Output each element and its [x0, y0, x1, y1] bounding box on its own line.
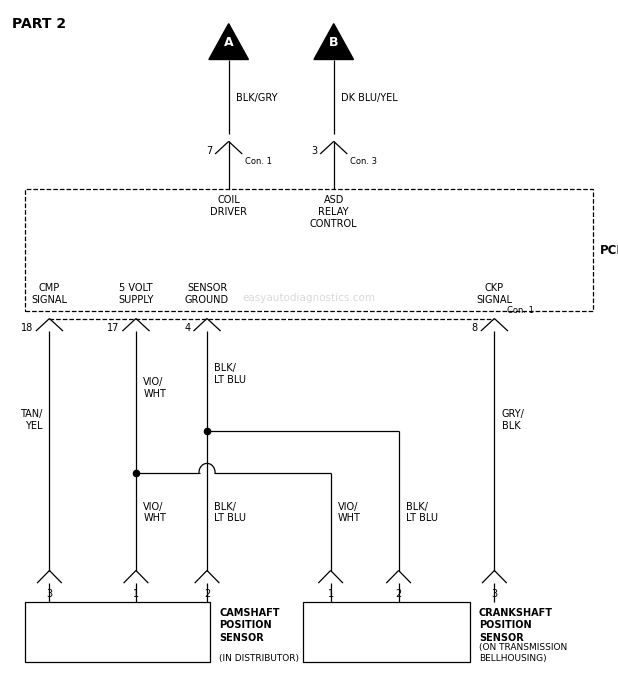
- Text: CRANKSHAFT
POSITION
SENSOR: CRANKSHAFT POSITION SENSOR: [479, 608, 553, 643]
- Text: CMP
SIGNAL: CMP SIGNAL: [32, 283, 67, 305]
- Text: GRY/
BLK: GRY/ BLK: [502, 410, 525, 430]
- Text: COIL
DRIVER: COIL DRIVER: [210, 195, 247, 217]
- Text: SENSOR
GROUND: SENSOR GROUND: [185, 283, 229, 305]
- Text: (ON TRANSMISSION
BELLHOUSING): (ON TRANSMISSION BELLHOUSING): [479, 643, 567, 663]
- Text: 3: 3: [491, 589, 497, 598]
- Text: TAN/
YEL: TAN/ YEL: [20, 410, 42, 430]
- Text: 7: 7: [206, 146, 212, 155]
- Text: VIO/
WHT: VIO/ WHT: [143, 502, 166, 523]
- Text: CAMSHAFT
POSITION
SENSOR: CAMSHAFT POSITION SENSOR: [219, 608, 280, 643]
- Polygon shape: [314, 24, 353, 60]
- Text: BLK/GRY: BLK/GRY: [236, 93, 277, 103]
- Text: 3: 3: [46, 589, 53, 598]
- Bar: [25, 189, 593, 312]
- Text: 1: 1: [133, 589, 139, 598]
- Polygon shape: [209, 24, 248, 60]
- Text: 18: 18: [20, 323, 33, 332]
- Text: BLK/
LT BLU: BLK/ LT BLU: [406, 502, 438, 523]
- Text: (IN DISTRIBUTOR): (IN DISTRIBUTOR): [219, 654, 299, 663]
- Text: B: B: [329, 36, 339, 49]
- Text: VIO/
WHT: VIO/ WHT: [338, 502, 361, 523]
- Text: BLK/
LT BLU: BLK/ LT BLU: [214, 363, 247, 384]
- Text: ASD
RELAY
CONTROL: ASD RELAY CONTROL: [310, 195, 358, 230]
- Text: CKP
SIGNAL: CKP SIGNAL: [476, 283, 512, 305]
- Text: 4: 4: [184, 323, 190, 332]
- Text: Con. 1: Con. 1: [507, 306, 533, 315]
- Text: A: A: [224, 36, 234, 49]
- Text: 2: 2: [396, 589, 402, 598]
- Bar: [303, 602, 470, 662]
- Text: Con. 1: Con. 1: [245, 158, 272, 167]
- Text: easyautodiagnostics.com: easyautodiagnostics.com: [242, 293, 376, 302]
- Text: PCM: PCM: [599, 244, 618, 257]
- Text: 17: 17: [107, 323, 119, 332]
- Bar: [25, 602, 210, 662]
- Text: 3: 3: [311, 146, 317, 155]
- Text: 1: 1: [328, 589, 334, 598]
- Text: VIO/
WHT: VIO/ WHT: [143, 377, 166, 398]
- Text: DK BLU/YEL: DK BLU/YEL: [341, 93, 398, 103]
- Text: 5 VOLT
SUPPLY: 5 VOLT SUPPLY: [118, 283, 154, 305]
- Text: 2: 2: [204, 589, 210, 598]
- Text: PART 2: PART 2: [12, 18, 67, 32]
- Text: 8: 8: [472, 323, 478, 332]
- Text: Con. 3: Con. 3: [350, 158, 378, 167]
- Text: BLK/
LT BLU: BLK/ LT BLU: [214, 502, 247, 523]
